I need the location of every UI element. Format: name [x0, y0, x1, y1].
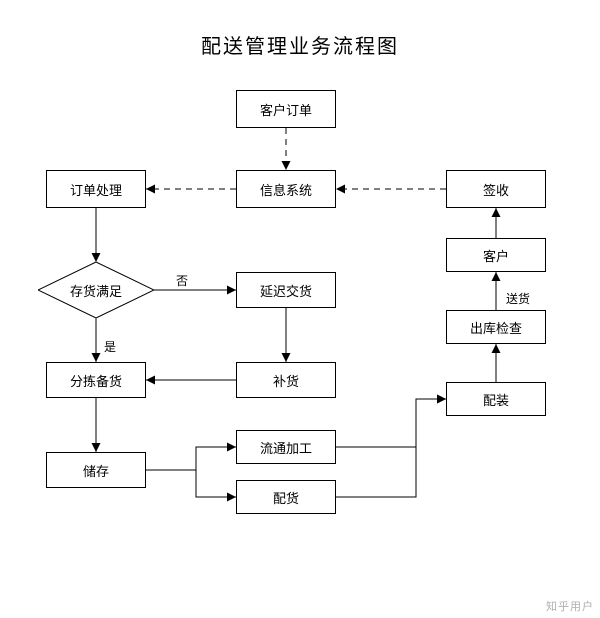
edge-storage-distribute: [146, 470, 236, 497]
node-distribute: 配货: [236, 480, 336, 514]
node-pick_prep: 分拣备货: [46, 362, 146, 398]
node-storage: 储存: [46, 452, 146, 488]
edge-circ_proc-packing: [336, 399, 446, 447]
edge-distribute-packing: [336, 399, 446, 497]
node-circ_proc: 流通加工: [236, 430, 336, 464]
node-packing: 配装: [446, 382, 546, 416]
node-signoff: 签收: [446, 170, 546, 208]
edge-label-stock_ok-pick_prep: 是: [104, 338, 116, 355]
node-delay: 延迟交货: [236, 272, 336, 308]
node-customer_order: 客户订单: [236, 90, 336, 128]
node-customer: 客户: [446, 238, 546, 272]
node-replenish: 补货: [236, 362, 336, 398]
edge-label-stock_ok-delay: 否: [176, 272, 188, 289]
node-order_proc: 订单处理: [46, 170, 146, 208]
watermark: 知乎用户: [546, 598, 594, 614]
edge-label-out_check-customer: 送货: [506, 290, 530, 307]
node-stock_ok: 存货满足: [38, 262, 154, 318]
node-info_system: 信息系统: [236, 170, 336, 208]
edge-storage-circ_proc: [146, 447, 236, 470]
node-out_check: 出库检查: [446, 310, 546, 344]
chart-title: 配送管理业务流程图: [0, 30, 600, 59]
